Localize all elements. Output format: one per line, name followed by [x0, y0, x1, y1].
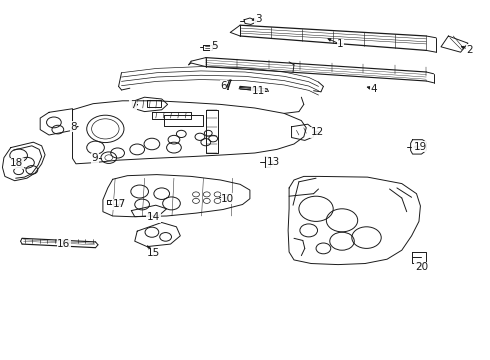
Text: 18: 18	[10, 158, 24, 168]
Text: 15: 15	[147, 248, 160, 258]
Text: 13: 13	[267, 157, 280, 167]
Text: 14: 14	[147, 212, 160, 222]
Text: 9: 9	[92, 153, 98, 163]
Text: 6: 6	[220, 81, 227, 91]
Text: 16: 16	[57, 239, 71, 249]
Text: 5: 5	[211, 41, 218, 51]
Text: 8: 8	[70, 122, 77, 132]
Text: 7: 7	[130, 100, 137, 111]
Text: 19: 19	[414, 142, 427, 152]
Text: 1: 1	[337, 39, 344, 49]
Text: 4: 4	[370, 84, 377, 94]
Text: 2: 2	[466, 45, 473, 55]
Text: 3: 3	[255, 14, 262, 24]
Text: 17: 17	[112, 199, 126, 210]
Text: 20: 20	[415, 262, 428, 272]
Text: 12: 12	[311, 127, 324, 138]
Text: 10: 10	[221, 194, 234, 204]
Text: 11: 11	[251, 86, 265, 96]
